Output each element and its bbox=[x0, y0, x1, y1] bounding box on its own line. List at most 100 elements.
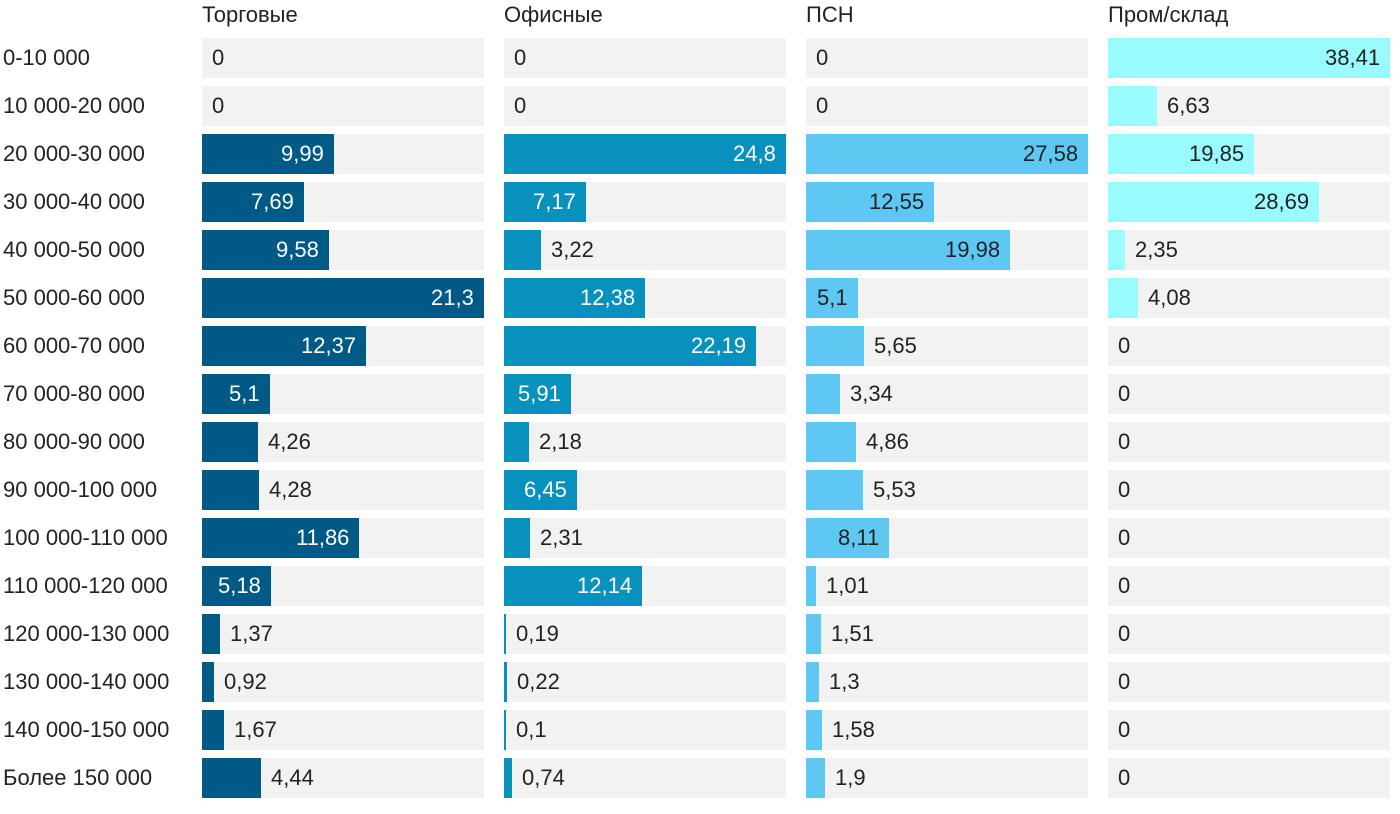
bar bbox=[202, 374, 270, 414]
data-label: 0,92 bbox=[224, 669, 267, 694]
data-label: 8,11 bbox=[838, 525, 880, 550]
bar bbox=[202, 182, 304, 222]
data-label: 0 bbox=[1118, 429, 1131, 454]
bar-track bbox=[202, 86, 484, 126]
data-label: 5,53 bbox=[873, 477, 916, 502]
bar-track bbox=[504, 86, 786, 126]
bar-track bbox=[1108, 566, 1390, 606]
data-label: 0,74 bbox=[522, 765, 565, 790]
data-label: 38,41 bbox=[1325, 45, 1381, 70]
bar bbox=[806, 134, 1088, 174]
bar bbox=[202, 230, 329, 270]
series-header: ПСН bbox=[806, 2, 854, 27]
bar bbox=[1108, 278, 1138, 318]
bar-track bbox=[806, 758, 1088, 798]
bar bbox=[504, 470, 577, 510]
data-label: 4,28 bbox=[269, 477, 312, 502]
bar bbox=[202, 470, 259, 510]
bar bbox=[202, 518, 359, 558]
bar-track bbox=[806, 710, 1088, 750]
category-label: 140 000-150 000 bbox=[3, 717, 170, 742]
bar-track bbox=[1108, 758, 1390, 798]
bar-track bbox=[1108, 374, 1390, 414]
category-label: 110 000-120 000 bbox=[3, 573, 168, 598]
bar-track bbox=[202, 710, 484, 750]
bar bbox=[504, 182, 586, 222]
data-label: 0 bbox=[1118, 381, 1131, 406]
category-label: 30 000-40 000 bbox=[3, 189, 145, 214]
data-label: 5,18 bbox=[218, 573, 261, 598]
bar-track bbox=[1108, 470, 1390, 510]
bar-track bbox=[504, 518, 786, 558]
bar bbox=[504, 518, 530, 558]
category-label: 40 000-50 000 bbox=[3, 237, 145, 262]
data-label: 24,8 bbox=[733, 141, 776, 166]
bar-track bbox=[1108, 662, 1390, 702]
data-label: 12,55 bbox=[869, 189, 925, 214]
data-label: 1,3 bbox=[829, 669, 860, 694]
category-label: 70 000-80 000 bbox=[3, 381, 145, 406]
bar bbox=[504, 758, 512, 798]
data-label: 1,01 bbox=[826, 573, 869, 598]
data-label: 0 bbox=[1118, 573, 1131, 598]
data-label: 5,91 bbox=[518, 381, 561, 406]
bar bbox=[504, 326, 756, 366]
data-label: 0 bbox=[212, 93, 225, 118]
category-label: 20 000-30 000 bbox=[3, 141, 145, 166]
category-label: 130 000-140 000 bbox=[3, 669, 170, 694]
bar-track bbox=[202, 614, 484, 654]
bar bbox=[1108, 134, 1254, 174]
data-label: 19,85 bbox=[1189, 141, 1245, 166]
bar-track bbox=[1108, 326, 1390, 366]
bar-track bbox=[806, 614, 1088, 654]
data-label: 19,98 bbox=[945, 237, 1001, 262]
data-label: 0 bbox=[212, 45, 225, 70]
bar bbox=[504, 374, 571, 414]
data-label: 9,99 bbox=[281, 141, 324, 166]
bar bbox=[202, 134, 334, 174]
bar-track bbox=[1108, 614, 1390, 654]
bar-track bbox=[1108, 278, 1390, 318]
bar bbox=[202, 278, 484, 318]
data-label: 1,67 bbox=[234, 717, 277, 742]
bar-track bbox=[1108, 422, 1390, 462]
bar bbox=[1108, 230, 1125, 270]
data-label: 0 bbox=[816, 93, 829, 118]
bar bbox=[202, 758, 261, 798]
data-label: 4,86 bbox=[866, 429, 909, 454]
bar bbox=[202, 422, 258, 462]
bar bbox=[504, 230, 541, 270]
bar bbox=[504, 566, 642, 606]
data-label: 7,69 bbox=[251, 189, 294, 214]
bar bbox=[202, 566, 271, 606]
series-header: Офисные bbox=[504, 2, 603, 27]
category-label: 0-10 000 bbox=[3, 45, 90, 70]
bar bbox=[202, 662, 214, 702]
bar bbox=[1108, 86, 1157, 126]
data-label: 7,17 bbox=[533, 189, 576, 214]
bar-track bbox=[202, 662, 484, 702]
series-header: Пром/склад bbox=[1108, 2, 1229, 27]
data-label: 0 bbox=[816, 45, 829, 70]
bar bbox=[504, 710, 506, 750]
data-label: 2,18 bbox=[539, 429, 582, 454]
bar bbox=[806, 230, 1010, 270]
bar bbox=[806, 710, 822, 750]
data-label: 0 bbox=[1118, 333, 1131, 358]
bar bbox=[806, 758, 825, 798]
bar bbox=[504, 278, 645, 318]
category-label: 60 000-70 000 bbox=[3, 333, 145, 358]
bar bbox=[806, 566, 816, 606]
bar bbox=[1108, 182, 1319, 222]
data-label: 22,19 bbox=[691, 333, 747, 358]
bar-track bbox=[806, 38, 1088, 78]
data-label: 0 bbox=[1118, 669, 1131, 694]
data-label: 0 bbox=[514, 93, 527, 118]
data-label: 0 bbox=[1118, 621, 1131, 646]
bar bbox=[806, 374, 840, 414]
data-label: 1,37 bbox=[230, 621, 273, 646]
bar bbox=[806, 326, 864, 366]
bar-track bbox=[504, 758, 786, 798]
bar bbox=[806, 662, 819, 702]
